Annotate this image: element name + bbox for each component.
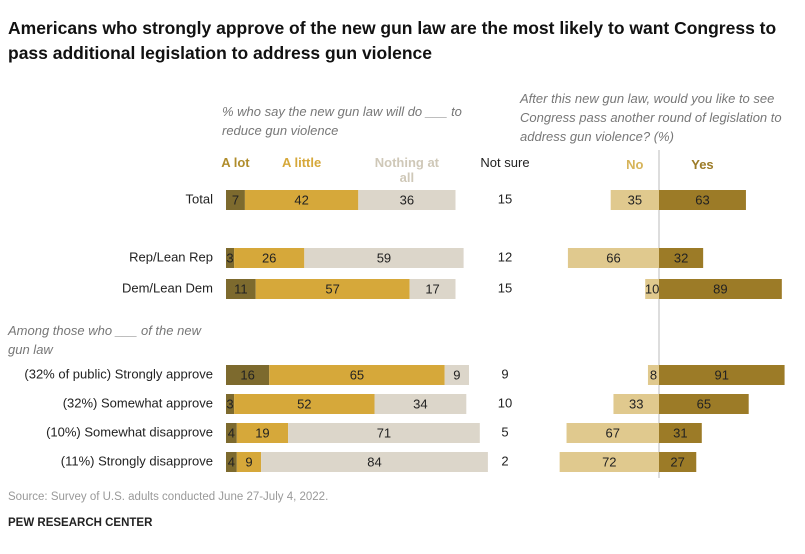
data-label: 65 [697,396,711,411]
bar-segment [234,248,305,268]
bar-segment [409,279,456,299]
bar [566,423,659,443]
page-title: Americans who strongly approve of the ne… [8,18,777,63]
data-label: 16 [240,367,254,382]
bar-segment [269,365,445,385]
bar-segment [244,190,359,210]
data-label: 72 [602,454,616,469]
data-label: 17 [425,281,439,296]
bar [647,365,659,385]
data-label: 71 [377,425,391,440]
legend-label: Nothing at all [374,155,440,185]
category-label: (32%) Somewhat approve [63,395,213,410]
data-label: 3 [226,396,233,411]
data-label: 52 [297,396,311,411]
bar-segment [226,423,237,443]
bar [659,279,782,299]
data-label: 4 [228,454,235,469]
bar [659,423,702,443]
legend-label: Yes [691,157,714,172]
data-label: 63 [695,192,709,207]
data-label: 8 [650,367,657,382]
data-label: 31 [673,425,687,440]
bar-segment [226,248,235,268]
data-label: 9 [453,367,460,382]
data-label: 34 [413,396,427,411]
not-sure-value: 10 [498,395,512,410]
not-sure-value: 15 [498,280,512,295]
data-label: 89 [713,281,727,296]
bar-segment [226,452,237,472]
bar-segment [358,190,456,210]
bar [659,394,749,414]
not-sure-value: 2 [501,453,508,468]
bar [610,190,659,210]
bar-segment [234,394,375,414]
data-label: 32 [674,250,688,265]
bar-segment [304,248,464,268]
data-label: 26 [262,250,276,265]
not-sure-value: 5 [501,424,508,439]
bar-segment [226,394,235,414]
bar-segment [288,423,480,443]
bar [645,279,659,299]
category-label: Total [186,191,214,206]
bar-segment [261,452,488,472]
data-label: 11 [234,281,248,296]
bar-segment [226,279,256,299]
data-label: 57 [325,281,339,296]
bar-segment [255,279,410,299]
data-label: 4 [228,425,235,440]
not-sure-value: 12 [498,249,512,264]
bar [659,365,785,385]
data-label: 3 [226,250,233,265]
category-label: (10%) Somewhat disapprove [46,424,213,439]
bar [567,248,659,268]
group-heading: Among those who ___ of the new gun law [8,323,201,357]
bar [659,248,704,268]
data-label: 10 [645,281,659,296]
category-label: Dem/Lean Dem [122,280,213,295]
bar-segment [226,365,270,385]
chart-subtitle: After this new gun law, would you like t… [520,91,782,144]
bar [659,452,697,472]
credit: PEW RESEARCH CENTER [8,517,153,529]
chart-subtitle: % who say the new gun law will do ___ to… [222,104,462,138]
category-label: (32% of public) Strongly approve [24,366,213,381]
data-label: 59 [377,250,391,265]
data-label: 35 [628,192,642,207]
data-label: 33 [629,396,643,411]
bar-segment [374,394,467,414]
bar-segment [236,452,262,472]
data-label: 67 [606,425,620,440]
not-sure-value: 9 [501,366,508,381]
bar-segment [226,190,245,210]
column-header: Not sure [480,155,530,170]
data-label: 65 [350,367,364,382]
category-label: (11%) Strongly disapprove [61,453,213,468]
bar [559,452,659,472]
data-label: 36 [400,192,414,207]
category-label: Rep/Lean Rep [129,249,213,264]
legend-label: No [626,157,644,172]
legend-label: A lot [221,155,250,170]
bar [659,190,746,210]
data-label: 84 [367,454,381,469]
data-label: 27 [670,454,684,469]
bar-segment [444,365,469,385]
legend-label: A little [281,155,322,170]
source: Source: Survey of U.S. adults conducted … [8,491,329,503]
data-label: 42 [294,192,308,207]
data-label: 19 [255,425,269,440]
data-label: 7 [232,192,239,207]
data-label: 66 [606,250,620,265]
not-sure-value: 15 [498,191,512,206]
bar-segment [236,423,289,443]
data-label: 91 [715,367,729,382]
bar [613,394,659,414]
data-label: 9 [245,454,252,469]
